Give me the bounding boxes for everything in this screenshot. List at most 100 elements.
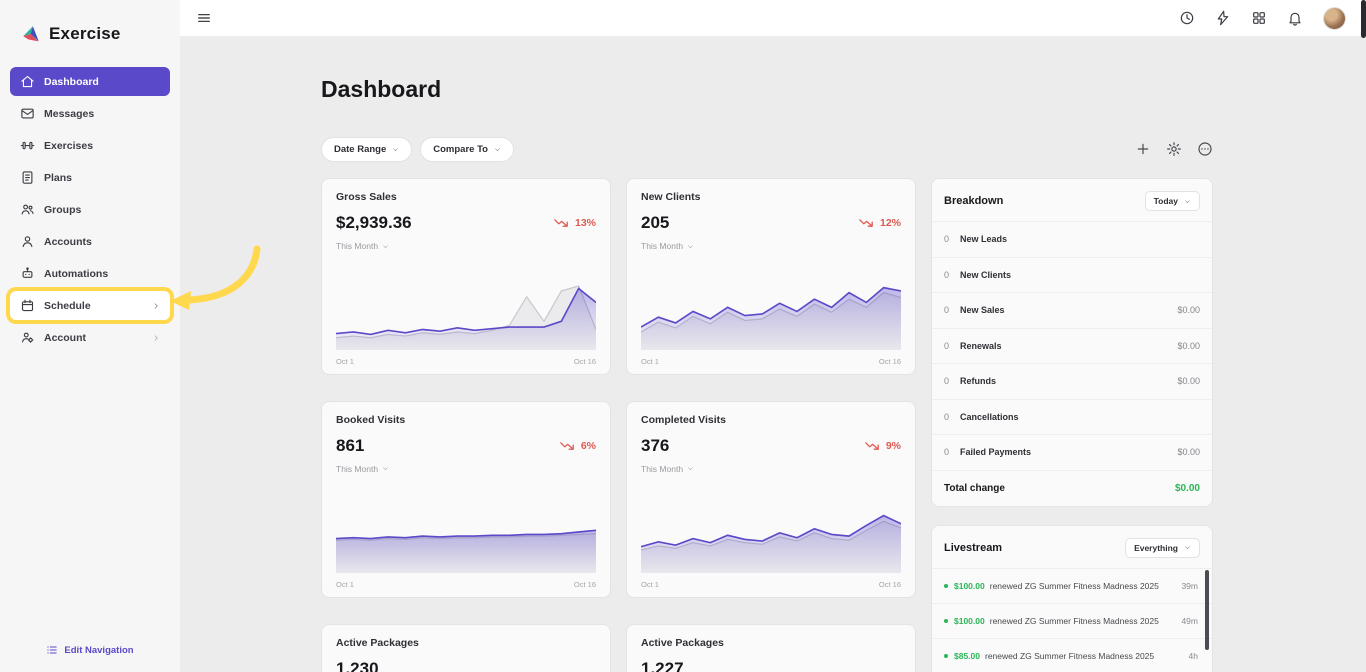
dumbbell-icon (20, 138, 35, 153)
x-axis-labels: Oct 1 Oct 16 (336, 357, 596, 366)
chevron-down-icon (382, 465, 389, 472)
stat-card-title: Active Packages (336, 636, 419, 649)
sidebar-item-label: Automations (44, 267, 109, 280)
sidebar: Exercise Dashboard Messages Exercises Pl… (0, 0, 180, 672)
edit-navigation-label: Edit Navigation (64, 644, 134, 656)
sidebar-item-groups[interactable]: Groups (10, 195, 170, 224)
x-axis-labels: Oct 1 Oct 16 (641, 357, 901, 366)
chevron-right-icon (152, 302, 160, 310)
stat-card-value: 205 (641, 213, 670, 232)
dashboard-grid: Gross Sales $2,939.36 13% This Month (321, 178, 1366, 672)
chevron-down-icon (392, 146, 399, 153)
page-content: Dashboard Date Range Compare To (180, 36, 1366, 672)
trend-value: 12% (879, 217, 901, 229)
filter-toolbar: Date Range Compare To (321, 136, 1213, 162)
sidebar-item-label: Dashboard (44, 75, 99, 88)
stat-card-value: 1,227 (641, 658, 684, 672)
sidebar-item-accounts[interactable]: Accounts (10, 227, 170, 256)
trend-value: 9% (885, 439, 901, 452)
date-range-dropdown[interactable]: Date Range (321, 136, 413, 162)
breakdown-row: 0 Cancellations (932, 398, 1212, 435)
edit-navigation-button[interactable]: Edit Navigation (0, 630, 180, 672)
stat-card-title: Booked Visits (336, 413, 406, 426)
stat-card-title: Gross Sales (336, 191, 397, 203)
sparkline-chart (641, 491, 901, 573)
chevron-down-icon (382, 243, 389, 250)
trend-value: 13% (574, 217, 596, 229)
status-dot (944, 583, 948, 588)
page-scrollbar[interactable] (1361, 0, 1366, 38)
livestream-item: $100.00 renewed ZG Summer Fitness Madnes… (932, 567, 1212, 603)
avatar[interactable] (1323, 6, 1346, 30)
sidebar-item-label: Accounts (44, 235, 92, 248)
lightning-icon[interactable] (1215, 10, 1231, 26)
stat-card-value: 861 (336, 435, 365, 455)
brand-logo[interactable]: Exercise (0, 0, 180, 50)
stat-card-title: Active Packages (641, 636, 724, 649)
sidebar-item-dashboard[interactable]: Dashboard (10, 67, 170, 96)
document-icon (20, 170, 35, 185)
settings-gear-icon[interactable] (1166, 141, 1182, 157)
stat-cards-grid: Gross Sales $2,939.36 13% This Month (321, 178, 916, 672)
breakdown-range-dropdown[interactable]: Today (1144, 191, 1200, 211)
period-dropdown[interactable]: This Month (641, 464, 901, 474)
sidebar-item-account[interactable]: Account (10, 323, 170, 352)
period-dropdown[interactable]: This Month (641, 241, 901, 251)
date-range-label: Date Range (334, 143, 387, 155)
sidebar-item-label: Schedule (44, 299, 91, 312)
sidebar-item-schedule[interactable]: Schedule (10, 291, 170, 320)
trend-indicator: 9% (864, 439, 901, 452)
stat-card-active-packages-1: Active Packages 1,230 This Month (321, 623, 611, 672)
sidebar-item-automations[interactable]: Automations (10, 259, 170, 288)
stat-card-booked-visits: Booked Visits 861 6% This Month (321, 400, 611, 598)
sidebar-item-exercises[interactable]: Exercises (10, 131, 170, 160)
notifications-bell-icon[interactable] (1287, 10, 1303, 26)
livestream-filter-dropdown[interactable]: Everything (1125, 537, 1200, 558)
sidebar-item-messages[interactable]: Messages (10, 99, 170, 128)
period-dropdown[interactable]: This Month (336, 241, 596, 251)
brand-logo-icon (20, 23, 42, 45)
chevron-right-icon (152, 334, 160, 342)
breakdown-row: 0 New Clients (932, 256, 1212, 293)
more-options-icon[interactable] (1197, 141, 1213, 157)
apps-grid-icon[interactable] (1251, 10, 1267, 26)
chevron-down-icon (1184, 544, 1191, 551)
sidebar-item-label: Exercises (44, 139, 94, 152)
sidebar-item-label: Messages (44, 107, 95, 120)
sparkline-chart (336, 268, 596, 350)
trend-down-icon (554, 218, 570, 228)
breakdown-row: 0 Renewals $0.00 (932, 327, 1212, 364)
stat-card-value: $2,939.36 (336, 213, 412, 232)
period-dropdown[interactable]: This Month (336, 464, 596, 474)
breakdown-row: 0 New Leads (932, 221, 1212, 257)
chevron-down-icon (494, 146, 501, 153)
livestream-scrollbar[interactable] (1205, 569, 1209, 650)
group-icon (20, 202, 35, 217)
brand-name: Exercise (49, 24, 121, 43)
history-icon[interactable] (1179, 10, 1195, 26)
livestream-panel: Livestream Everything $100.00 renewed ZG… (931, 524, 1213, 672)
status-dot (944, 653, 948, 658)
calendar-icon (20, 298, 35, 313)
livestream-item: $100.00 renewed ZG Summer Fitness Madnes… (932, 602, 1212, 638)
trend-down-icon (864, 441, 881, 451)
hamburger-menu-icon[interactable] (196, 10, 212, 26)
stat-card-gross-sales: Gross Sales $2,939.36 13% This Month (321, 178, 611, 375)
dashboard-actions (1135, 141, 1213, 157)
right-panels: Breakdown Today 0 New Leads (931, 178, 1213, 672)
trend-down-icon (559, 441, 576, 451)
stat-card-title: New Clients (641, 191, 701, 203)
add-widget-button[interactable] (1135, 141, 1151, 157)
compare-to-dropdown[interactable]: Compare To (420, 136, 514, 162)
home-icon (20, 74, 35, 89)
breakdown-row: 0 Refunds $0.00 (932, 363, 1212, 399)
sidebar-item-plans[interactable]: Plans (10, 163, 170, 192)
list-icon (46, 644, 58, 656)
compare-to-label: Compare To (433, 143, 488, 155)
trend-indicator: 6% (559, 440, 596, 452)
livestream-item: $85.00 renewed ZG Summer Fitness Madness… (932, 637, 1212, 672)
breakdown-title: Breakdown (944, 195, 1004, 207)
breakdown-total-row: Total change $0.00 (932, 469, 1212, 506)
breakdown-row: 0 New Sales $0.00 (932, 292, 1212, 328)
